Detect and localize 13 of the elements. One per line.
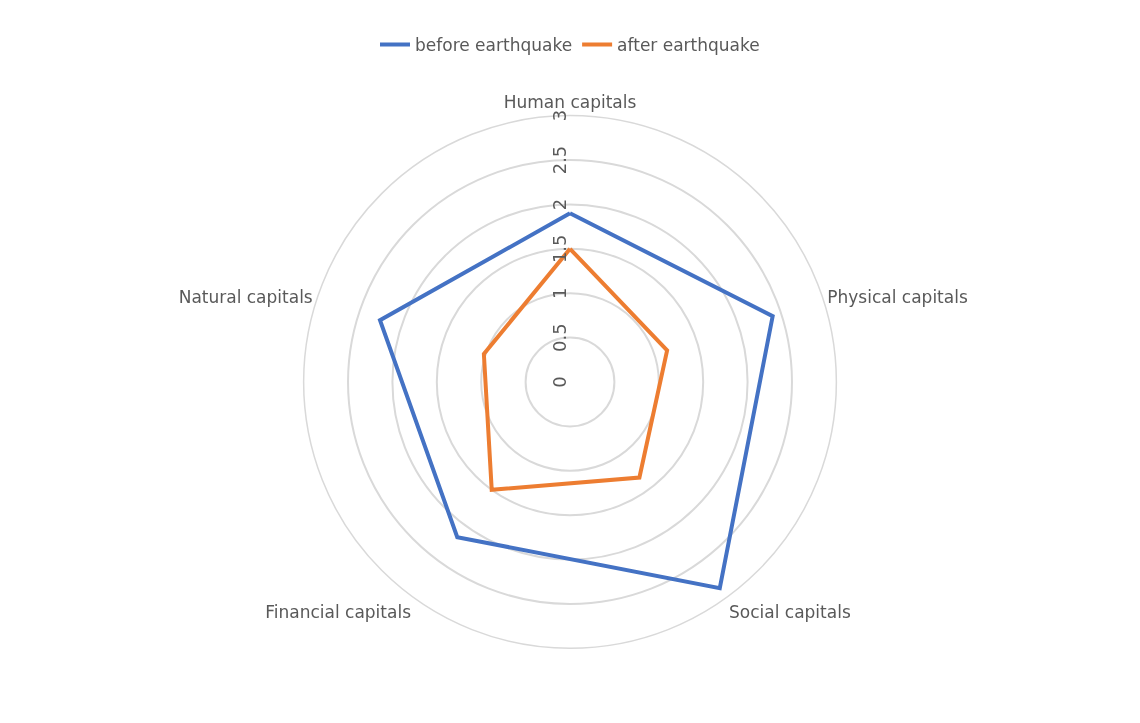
y-tick-label: 0 (548, 376, 570, 388)
spoke-label: Social capitals (729, 602, 851, 623)
legend-label: before earthquake (415, 35, 573, 56)
y-tick-label: 0.5 (548, 323, 570, 352)
y-tick-label: 2.5 (548, 145, 570, 175)
spoke-label: Physical capitals (827, 287, 968, 307)
spoke-label: Natural capitals (178, 287, 313, 307)
y-tick-label: 1 (548, 287, 570, 299)
spoke-label: Financial capitals (265, 602, 412, 623)
y-tick-label: 2 (548, 198, 570, 211)
y-tick-label: 1.5 (548, 234, 570, 264)
y-tick-label: 3 (548, 109, 570, 122)
legend-label: after earthquake (617, 35, 760, 56)
